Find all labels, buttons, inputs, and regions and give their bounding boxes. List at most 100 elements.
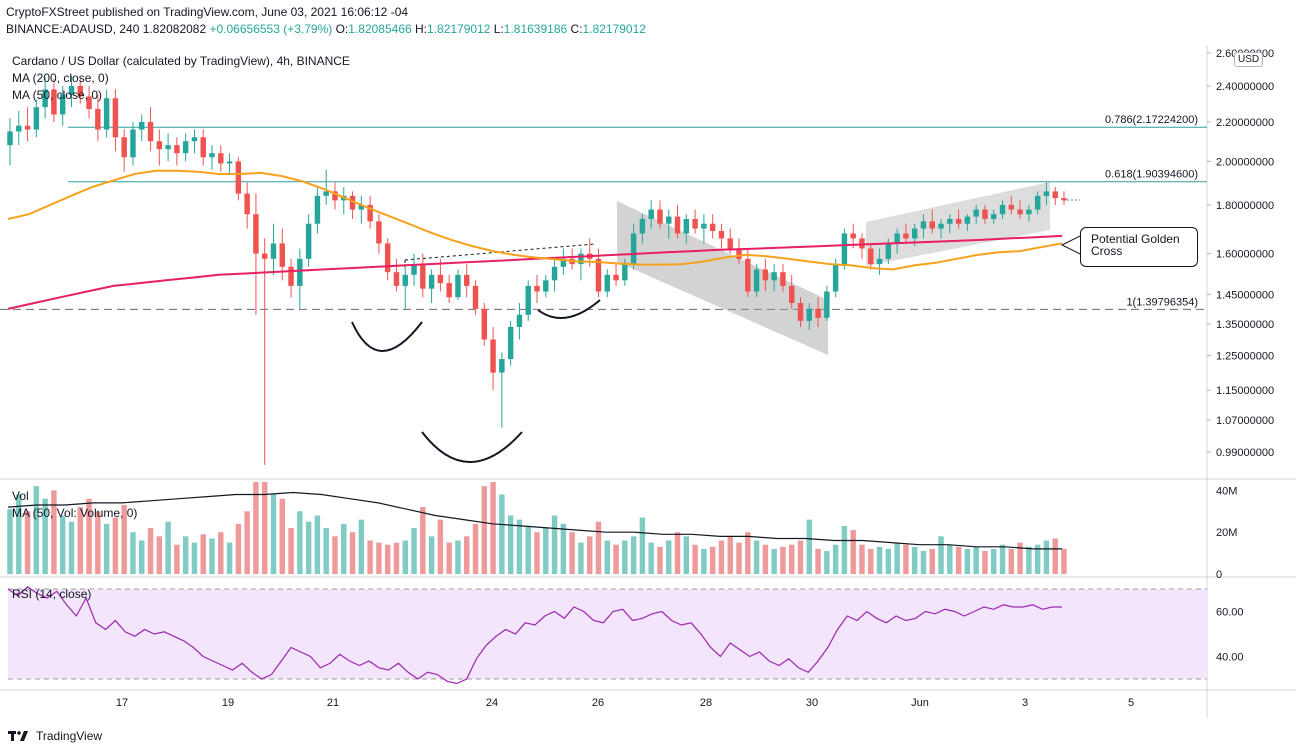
volume-bar (894, 542, 900, 574)
volume-bar (797, 540, 804, 574)
bear-channel (617, 201, 828, 355)
candle-body (903, 233, 909, 239)
candle-body (911, 228, 918, 239)
volume-bar (305, 521, 312, 574)
candle-body (543, 280, 549, 292)
volume-bar (516, 519, 523, 574)
volume-bar (999, 544, 1006, 574)
candle-body (560, 258, 567, 267)
volume-legend[interactable]: Vol (12, 489, 29, 503)
volume-bar (95, 511, 101, 574)
close-label: C: (570, 22, 583, 36)
candle-body (938, 223, 944, 229)
candle-body (850, 233, 856, 239)
time-tick-label: 30 (806, 697, 818, 709)
time-tick-label: 17 (116, 697, 128, 709)
candle-body (95, 109, 101, 130)
volume-bar (560, 523, 567, 574)
candle-body (332, 191, 338, 201)
ma200-legend[interactable]: MA (200, close, 0) (12, 71, 109, 85)
candle-body (305, 223, 312, 259)
volume-bar (911, 546, 918, 574)
volume-tick-label: 20M (1216, 527, 1237, 539)
volume-bar (393, 542, 400, 574)
candle-body (824, 291, 830, 318)
volume-bar (947, 544, 953, 574)
rsi-legend[interactable]: RSI (14, close) (12, 587, 92, 601)
candle-body (33, 107, 40, 130)
volume-bar (332, 536, 338, 574)
low-label: L: (493, 22, 504, 36)
candle-body (112, 98, 119, 138)
volume-bar (727, 536, 733, 574)
volume-ma-legend[interactable]: MA (50, Vol: Volume, 0) (12, 506, 138, 520)
volume-bar (130, 532, 136, 574)
golden-cross-callout: Potential Golden Cross (1080, 227, 1198, 267)
ma50-legend[interactable]: MA (50, close, 0) (12, 88, 103, 102)
volume-bar (683, 536, 690, 574)
volume-bar (639, 517, 646, 574)
candle-body (261, 253, 268, 259)
candle-body (780, 272, 786, 286)
volume-bar (806, 519, 813, 574)
volume-bar (586, 536, 593, 574)
neckline-dashed (404, 243, 596, 261)
right-shoulder-arc (537, 299, 601, 319)
volume-bar (534, 532, 540, 574)
candle-body (1026, 209, 1032, 215)
candle-body (147, 121, 154, 142)
volume-bar (358, 519, 365, 574)
candle-body (226, 161, 233, 164)
volume-bar (745, 532, 751, 574)
volume-bar (112, 517, 119, 574)
open-label: O: (335, 22, 349, 36)
volume-bar (815, 548, 821, 574)
candle-body (279, 243, 286, 267)
price-tick-label: 1.07000000 (1216, 415, 1274, 427)
candle-body (218, 153, 224, 164)
volume-bar (736, 542, 742, 574)
time-tick-label: 28 (700, 697, 712, 709)
volume-bar (938, 536, 944, 574)
candle-body (24, 125, 31, 130)
candle-body (200, 137, 206, 158)
low-value: 1.81639186 (503, 22, 568, 36)
volume-bar (209, 538, 215, 574)
candle-body (42, 89, 48, 108)
candle-body (604, 274, 610, 292)
candle-body (420, 264, 426, 289)
time-tick-label: 3 (1022, 697, 1028, 709)
volume-bar (832, 544, 839, 574)
tradingview-footer[interactable]: TradingView (8, 729, 102, 743)
volume-bar (490, 482, 496, 574)
volume-bar (1043, 540, 1050, 574)
candle-body (481, 308, 488, 340)
volume-bar (850, 530, 856, 574)
volume-bar (411, 528, 417, 574)
candle-body (709, 223, 716, 232)
price-tick-label: 1.80000000 (1216, 200, 1274, 212)
candle-body (270, 243, 277, 259)
volume-bar (384, 544, 391, 574)
volume-bar (507, 515, 514, 574)
volume-bar (24, 511, 31, 574)
candle-body (683, 218, 690, 234)
volume-bar (859, 544, 865, 574)
volume-bar (174, 544, 180, 574)
currency-unit-badge[interactable]: USD (1234, 52, 1264, 67)
open-value: 1.82085466 (348, 22, 412, 36)
last-price: 1.82082082 (142, 22, 207, 36)
candle-body (358, 204, 365, 210)
candle-body (920, 221, 927, 229)
candle-body (446, 283, 452, 298)
volume-bar (718, 540, 725, 574)
candle-body (297, 258, 303, 286)
candle-body (384, 243, 391, 273)
ohlc-line: BINANCE:ADAUSD, 240 1.82082082 +0.066565… (6, 22, 646, 36)
candle-body (516, 314, 523, 327)
volume-bar (771, 548, 777, 574)
candle-body (393, 272, 400, 286)
volume-bar (455, 540, 461, 574)
candle-body (657, 209, 663, 224)
